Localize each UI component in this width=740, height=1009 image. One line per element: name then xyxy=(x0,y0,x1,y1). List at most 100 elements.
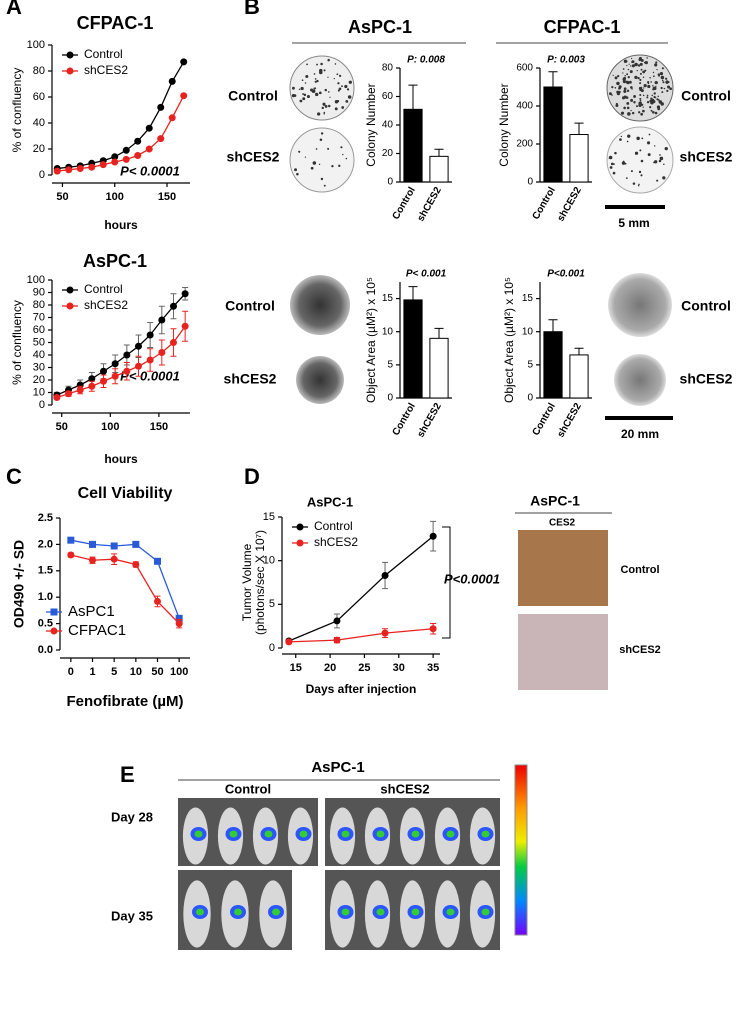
y-tick-label: 0.5 xyxy=(38,618,53,630)
colony xyxy=(612,163,615,165)
colony xyxy=(610,162,614,166)
colony xyxy=(666,90,669,92)
x-tick-label: 100 xyxy=(106,191,124,203)
colony xyxy=(333,78,335,80)
signal xyxy=(264,830,273,838)
colony xyxy=(608,157,610,159)
colony xyxy=(634,62,638,67)
data-point xyxy=(157,135,165,143)
colony xyxy=(633,101,636,104)
colony xyxy=(336,73,339,76)
colony xyxy=(660,102,664,106)
p-value: P< 0.0001 xyxy=(120,163,180,178)
colony xyxy=(327,58,330,62)
colony xyxy=(653,86,657,91)
error-bar xyxy=(574,122,584,135)
legend-marker xyxy=(50,627,58,635)
x-axis-label: Days after injection xyxy=(306,682,417,696)
colony xyxy=(662,176,666,180)
colony xyxy=(630,57,633,60)
y-tick-label: 20 xyxy=(33,374,45,386)
colony xyxy=(630,86,633,89)
colony xyxy=(624,75,626,77)
colony xyxy=(301,79,304,82)
colony xyxy=(626,89,630,93)
error-bar xyxy=(548,71,558,87)
colony xyxy=(654,160,658,164)
panel-label: D xyxy=(244,464,260,489)
stain-label: CES2 xyxy=(549,518,576,529)
colony xyxy=(650,81,652,83)
colony xyxy=(636,70,638,72)
y-tick-label: 2.5 xyxy=(38,512,53,524)
colony xyxy=(620,111,625,115)
bar xyxy=(429,337,449,399)
y-tick-label: 10 xyxy=(33,386,45,398)
data-point xyxy=(158,349,166,356)
colony xyxy=(321,106,324,110)
colony xyxy=(300,86,304,91)
colony xyxy=(626,73,629,76)
colony xyxy=(640,159,644,163)
x-tick-label: shCES2 xyxy=(555,401,584,440)
error-bar xyxy=(408,84,418,110)
y-tick-label: 0 xyxy=(527,177,533,188)
data-point xyxy=(181,322,189,330)
scale-bar-label: 5 mm xyxy=(618,216,649,230)
x-tick-label: 50 xyxy=(151,666,163,678)
colony xyxy=(315,148,318,150)
group-label: shCES2 xyxy=(680,371,733,387)
colony xyxy=(611,86,614,89)
day-label: Day 28 xyxy=(111,809,153,824)
data-point xyxy=(169,339,177,346)
colony xyxy=(313,73,316,75)
y-tick-label: 60 xyxy=(33,324,45,336)
colony xyxy=(296,172,299,176)
x-tick-label: Control xyxy=(531,185,558,221)
y-tick-label: 60 xyxy=(382,91,394,102)
colony xyxy=(628,63,630,65)
colony xyxy=(627,75,630,79)
colony xyxy=(616,90,620,94)
colony xyxy=(617,75,620,78)
colony xyxy=(626,64,628,67)
p-value: P<0.001 xyxy=(547,269,585,280)
colony xyxy=(625,177,628,179)
colony xyxy=(630,170,633,173)
colony xyxy=(640,86,643,89)
colony xyxy=(315,92,319,97)
colony xyxy=(622,160,625,162)
signal xyxy=(446,830,455,838)
colony xyxy=(302,93,304,95)
colony xyxy=(629,70,633,74)
colony xyxy=(634,75,638,80)
colony xyxy=(651,94,653,97)
group-label: shCES2 xyxy=(680,149,733,165)
x-axis-label: hours xyxy=(104,218,138,232)
signal xyxy=(446,908,455,916)
data-point xyxy=(154,597,161,605)
colony xyxy=(649,76,651,79)
colony xyxy=(334,107,338,111)
colony xyxy=(310,88,314,92)
signal xyxy=(481,908,490,916)
colony xyxy=(636,105,638,108)
y-tick-label: 40 xyxy=(382,120,394,131)
colony xyxy=(622,77,626,81)
colony xyxy=(319,68,323,73)
colony xyxy=(299,99,303,103)
colony xyxy=(327,91,330,93)
colony xyxy=(634,151,639,155)
error-bar xyxy=(548,319,558,332)
bar xyxy=(403,108,423,183)
data-point xyxy=(146,331,154,339)
y-tick-label: 10 xyxy=(382,326,394,337)
colony xyxy=(630,98,634,102)
colony xyxy=(646,141,651,145)
colony xyxy=(665,77,668,80)
error-bar xyxy=(434,148,444,157)
x-tick-label: 0 xyxy=(68,666,74,678)
bar xyxy=(569,134,589,183)
colony xyxy=(609,166,613,169)
colony xyxy=(638,170,642,174)
